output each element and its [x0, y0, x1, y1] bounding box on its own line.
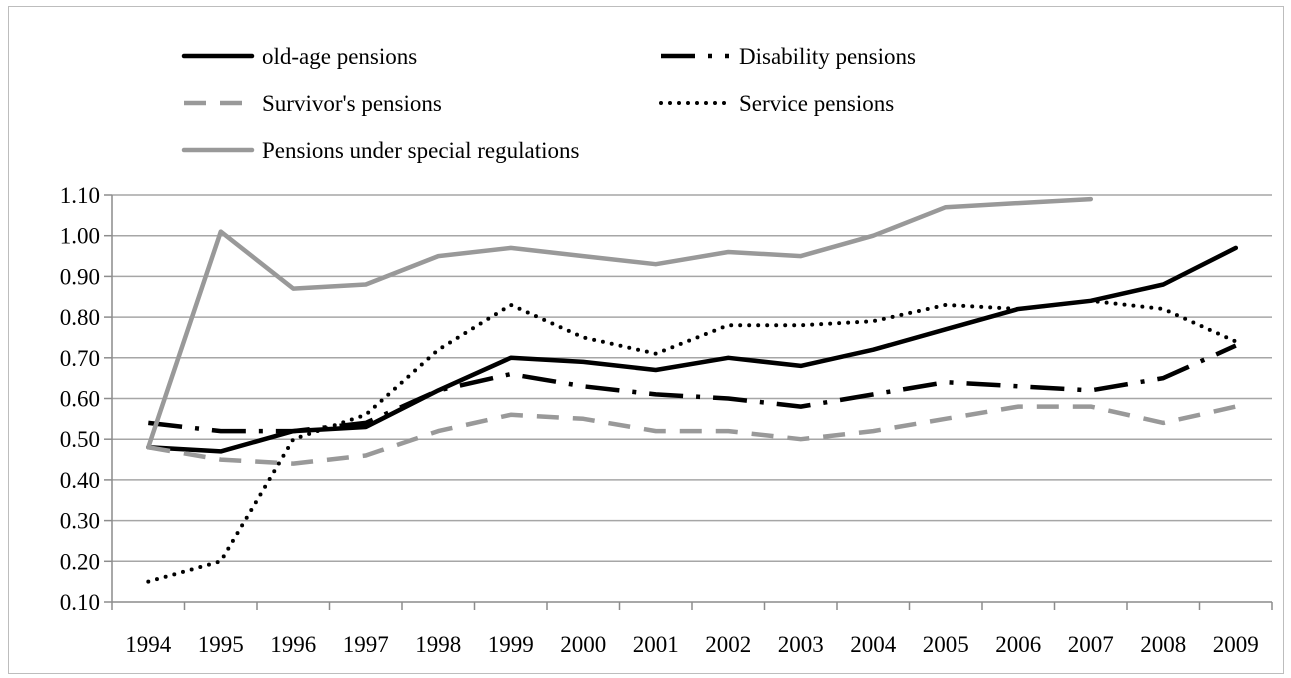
x-tick-label: 2001 [633, 632, 679, 657]
y-tick-label: 1.00 [60, 224, 100, 249]
y-tick-label: 0.10 [60, 590, 100, 615]
line-chart: 0.10 0.20 0.30 0.40 0.50 0.60 0.70 0.80 0.90 1.00… [60, 44, 1273, 657]
y-tick-label: 0.50 [60, 427, 100, 452]
y-tick-label: 1.10 [60, 183, 100, 208]
legend-label: Disability pensions [739, 44, 916, 69]
x-tick-label: 1996 [270, 632, 316, 657]
legend-label: Service pensions [739, 91, 894, 116]
x-tick-label: 1997 [343, 632, 389, 657]
chart-frame: 0.10 0.20 0.30 0.40 0.50 0.60 0.70 0.80 0.90 1.00… [8, 6, 1284, 674]
x-tick-label: 2003 [778, 632, 824, 657]
y-tick-label: 0.40 [60, 468, 100, 493]
x-tick-label: 1994 [125, 632, 172, 657]
y-tick-label: 0.90 [60, 264, 100, 289]
x-tick-label: 2008 [1140, 632, 1186, 657]
series-line-1 [148, 343, 1237, 434]
x-tick-label: 1999 [488, 632, 534, 657]
y-tick-label: 0.30 [60, 509, 100, 534]
y-tick-label: 0.70 [60, 346, 100, 371]
x-tick-label: 2000 [560, 632, 606, 657]
x-tick-label: 2005 [923, 632, 969, 657]
axes: 0.10 0.20 0.30 0.40 0.50 0.60 0.70 0.80 0.90 1.00… [60, 183, 1273, 657]
series-line-4 [146, 196, 1094, 450]
x-tick-label: 2009 [1213, 632, 1259, 657]
series-line-3 [146, 298, 1238, 584]
x-tick-label: 1995 [198, 632, 244, 657]
series-line-2 [147, 404, 1237, 466]
y-tick-label: 0.80 [60, 305, 100, 330]
legend: old-age pensions Disability pensions Survi… [181, 44, 916, 163]
series-line-0 [146, 245, 1239, 454]
x-tick-label: 1998 [415, 632, 461, 657]
x-tick-label: 2006 [995, 632, 1041, 657]
gridlines [112, 194, 1272, 563]
y-tick-label: 0.60 [60, 387, 100, 412]
x-tick-label: 2004 [850, 632, 897, 657]
legend-label: Survivor's pensions [262, 91, 442, 116]
y-tick-label: 0.20 [60, 549, 100, 574]
legend-label: Pensions under special regulations [262, 138, 580, 163]
series-lines [146, 196, 1239, 584]
x-tick-label: 2002 [705, 632, 751, 657]
legend-label: old-age pensions [262, 44, 417, 69]
x-tick-label: 2007 [1068, 632, 1114, 657]
